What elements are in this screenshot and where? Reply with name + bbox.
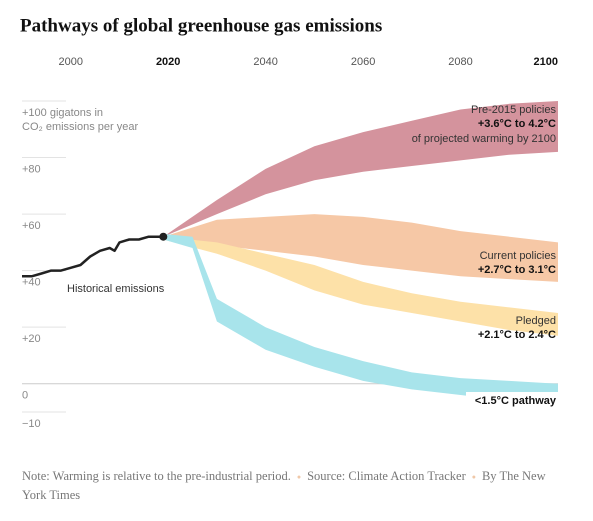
x-tick-label: 2100 bbox=[534, 56, 558, 68]
x-tick-label: 2000 bbox=[58, 56, 82, 68]
series-note: of projected warming by 2100 bbox=[412, 133, 556, 145]
range-band bbox=[163, 233, 559, 407]
separator: ● bbox=[471, 473, 476, 482]
y-tick-label: −10 bbox=[22, 418, 41, 430]
series-label: Historical emissions bbox=[67, 283, 165, 295]
range-band bbox=[163, 236, 559, 336]
end-dot bbox=[159, 232, 168, 241]
range-band bbox=[163, 101, 559, 237]
footnote: Note: Warming is relative to the pre-ind… bbox=[22, 469, 291, 483]
y-tick-label: +60 bbox=[22, 220, 41, 232]
y-tick-label: +80 bbox=[22, 163, 41, 175]
separator: ● bbox=[296, 473, 302, 482]
series-label: Current policies bbox=[480, 250, 557, 262]
series-label: <1.5°C pathway bbox=[475, 395, 557, 407]
range-band bbox=[163, 214, 559, 282]
range-label: +2.1°C to 2.4°C bbox=[478, 329, 556, 341]
footnotes: Note: Warming is relative to the pre-ind… bbox=[22, 467, 567, 504]
footnote: By The New York Times bbox=[22, 469, 546, 503]
data bbox=[22, 101, 559, 407]
label-bg bbox=[466, 392, 558, 410]
footnote: Source: Climate Action Tracker bbox=[307, 469, 466, 483]
chart: Pathways of global greenhouse gas emissi… bbox=[20, 15, 559, 430]
x-tick-label: 2020 bbox=[156, 56, 180, 68]
labels: +100 gigatons in CO₂ emissions per year +8… bbox=[22, 56, 558, 430]
line bbox=[22, 235, 164, 278]
y-tick-label: 0 bbox=[22, 390, 28, 402]
y-axis-label: CO₂ emissions per year bbox=[22, 121, 138, 133]
series-label: Pre-2015 policies bbox=[471, 104, 556, 116]
chart-title: Pathways of global greenhouse gas emissi… bbox=[20, 15, 382, 36]
range-label: +3.6°C to 4.2°C bbox=[478, 118, 556, 130]
x-tick-label: 2060 bbox=[351, 56, 375, 68]
series-label: Pledged bbox=[516, 315, 556, 327]
x-tick-label: 2080 bbox=[448, 56, 472, 68]
range-label: +2.7°C to 3.1°C bbox=[478, 264, 556, 276]
x-tick-label: 2040 bbox=[253, 56, 277, 68]
y-tick-label: +100 gigatons in bbox=[22, 107, 103, 119]
y-tick-label: +40 bbox=[22, 277, 41, 289]
y-tick-label: +20 bbox=[22, 333, 41, 345]
